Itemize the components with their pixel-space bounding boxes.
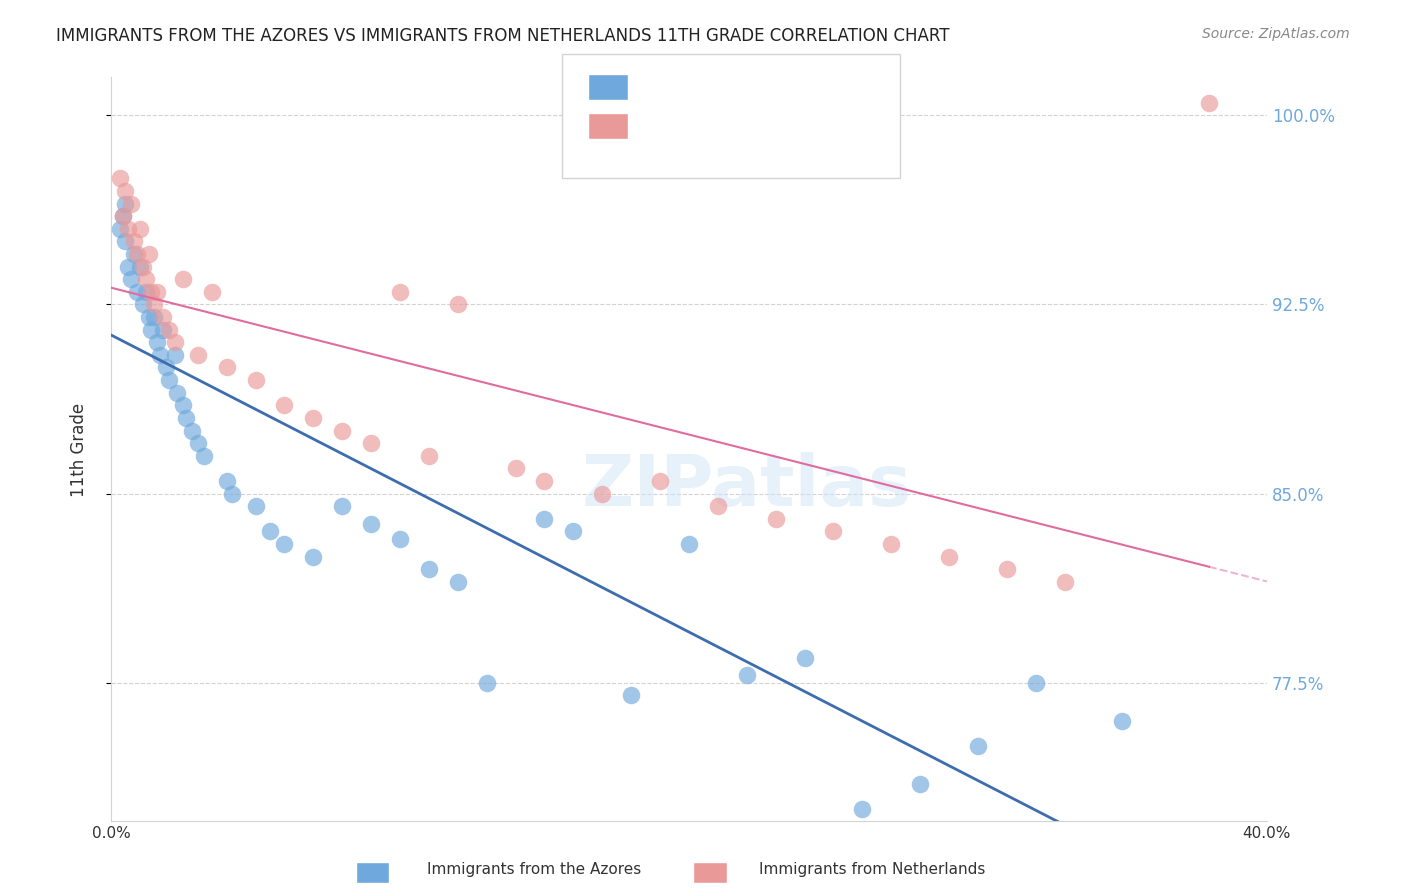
Point: [475, 675, 498, 690]
Point: [447, 297, 470, 311]
Point: [146, 285, 169, 299]
Text: Immigrants from Netherlands: Immigrants from Netherlands: [758, 863, 986, 877]
Point: [648, 474, 671, 488]
Point: [591, 486, 613, 500]
Point: [562, 524, 585, 539]
Point: [273, 398, 295, 412]
Point: [141, 323, 163, 337]
Point: [120, 272, 142, 286]
Point: [765, 512, 787, 526]
Point: [111, 209, 134, 223]
Point: [259, 524, 281, 539]
Point: [166, 385, 188, 400]
Y-axis label: 11th Grade: 11th Grade: [70, 402, 89, 497]
Point: [678, 537, 700, 551]
Point: [135, 285, 157, 299]
Point: [533, 512, 555, 526]
Point: [851, 802, 873, 816]
Point: [141, 285, 163, 299]
Point: [108, 171, 131, 186]
Text: R =  0.228   N = 49: R = 0.228 N = 49: [636, 118, 825, 136]
Point: [120, 196, 142, 211]
Point: [215, 474, 238, 488]
Text: Immigrants from the Azores: Immigrants from the Azores: [427, 863, 641, 877]
Point: [938, 549, 960, 564]
Point: [111, 209, 134, 223]
Point: [823, 524, 845, 539]
Point: [114, 235, 136, 249]
Point: [143, 310, 166, 324]
Point: [132, 260, 155, 274]
Point: [187, 348, 209, 362]
Point: [114, 196, 136, 211]
Point: [143, 297, 166, 311]
Point: [138, 247, 160, 261]
Point: [967, 739, 990, 753]
Point: [174, 411, 197, 425]
Point: [122, 247, 145, 261]
Point: [132, 297, 155, 311]
Point: [1198, 95, 1220, 110]
Text: R = -0.416   N = 49: R = -0.416 N = 49: [636, 78, 825, 96]
Point: [330, 499, 353, 513]
Point: [152, 310, 174, 324]
Point: [117, 221, 139, 235]
Point: [245, 499, 267, 513]
Point: [388, 532, 411, 546]
Point: [129, 260, 152, 274]
Point: [163, 348, 186, 362]
Point: [149, 348, 172, 362]
Point: [302, 549, 325, 564]
Point: [129, 221, 152, 235]
Point: [273, 537, 295, 551]
Point: [135, 272, 157, 286]
Point: [1111, 714, 1133, 728]
Point: [1025, 675, 1047, 690]
Point: [157, 323, 180, 337]
Point: [302, 411, 325, 425]
Text: ZIPatlas: ZIPatlas: [582, 452, 912, 521]
Point: [995, 562, 1018, 576]
Point: [418, 449, 440, 463]
Point: [388, 285, 411, 299]
Point: [447, 574, 470, 589]
Point: [620, 689, 643, 703]
Point: [172, 272, 194, 286]
Point: [155, 360, 177, 375]
Point: [187, 436, 209, 450]
Point: [245, 373, 267, 387]
Point: [125, 247, 148, 261]
Point: [152, 323, 174, 337]
Point: [505, 461, 527, 475]
Point: [146, 335, 169, 350]
Point: [1053, 574, 1076, 589]
Point: [908, 777, 931, 791]
Point: [360, 516, 382, 531]
Point: [117, 260, 139, 274]
Point: [108, 221, 131, 235]
Point: [157, 373, 180, 387]
Point: [360, 436, 382, 450]
Point: [880, 537, 903, 551]
Point: [201, 285, 224, 299]
Point: [163, 335, 186, 350]
Point: [193, 449, 215, 463]
Text: Source: ZipAtlas.com: Source: ZipAtlas.com: [1202, 27, 1350, 41]
Point: [707, 499, 730, 513]
Point: [114, 184, 136, 198]
Point: [533, 474, 555, 488]
Point: [215, 360, 238, 375]
Point: [181, 424, 204, 438]
Point: [138, 310, 160, 324]
Point: [793, 650, 815, 665]
Point: [330, 424, 353, 438]
Text: IMMIGRANTS FROM THE AZORES VS IMMIGRANTS FROM NETHERLANDS 11TH GRADE CORRELATION: IMMIGRANTS FROM THE AZORES VS IMMIGRANTS…: [56, 27, 949, 45]
Point: [172, 398, 194, 412]
Point: [122, 235, 145, 249]
Point: [735, 668, 758, 682]
Point: [418, 562, 440, 576]
Point: [125, 285, 148, 299]
Point: [221, 486, 243, 500]
